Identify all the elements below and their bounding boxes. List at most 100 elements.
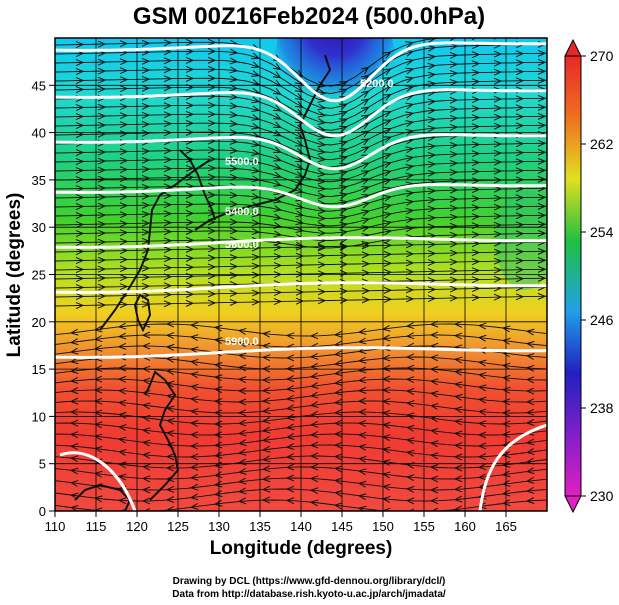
wind-arrow — [361, 251, 371, 259]
wind-arrow — [75, 230, 85, 238]
wind-arrow — [213, 471, 223, 479]
wind-arrow — [525, 340, 535, 348]
wind-arrow — [213, 451, 223, 459]
wind-arrow — [525, 419, 535, 426]
wind-arrow — [383, 76, 392, 84]
wind-arrow — [285, 433, 295, 440]
wind-arrow — [501, 325, 511, 333]
wind-arrow — [405, 250, 415, 258]
wind-arrow — [229, 66, 239, 74]
wind-arrow — [285, 332, 295, 340]
wind-arrow — [537, 202, 547, 210]
wind-arrow — [185, 47, 195, 55]
wind-arrow — [119, 76, 129, 84]
wind-arrow — [309, 332, 319, 340]
wind-arrow — [75, 275, 85, 283]
wind-arrow — [361, 287, 371, 295]
wind-arrow — [453, 406, 463, 414]
wind-arrow — [471, 267, 481, 275]
contour-label-5500: 5500.0 — [225, 156, 259, 168]
wind-arrow — [405, 268, 415, 276]
wind-arrow — [317, 140, 327, 148]
wind-arrow — [207, 164, 217, 172]
wind-arrow — [357, 337, 367, 345]
wind-arrow — [141, 192, 151, 200]
colorbar: 230 238 246 254 262 270 — [564, 38, 614, 514]
wind-arrow — [405, 207, 415, 215]
wind-arrow — [229, 111, 239, 119]
wind-arrow — [75, 41, 85, 49]
wind-arrow — [405, 241, 415, 249]
wind-arrow — [119, 121, 129, 129]
wind-arrow — [427, 107, 437, 115]
wind-arrow — [163, 300, 173, 308]
wind-arrow — [357, 386, 367, 394]
wind-arrow — [119, 211, 129, 219]
wind-arrow — [405, 353, 415, 361]
wind-arrow — [251, 228, 261, 236]
wind-arrow — [189, 442, 199, 450]
wind-arrow — [207, 272, 217, 280]
wind-arrow — [295, 218, 305, 226]
contour-label-5200: 5200.0 — [360, 78, 394, 90]
wind-arrow — [273, 113, 282, 120]
wind-arrow — [69, 492, 79, 500]
wind-arrow — [75, 284, 85, 292]
wind-arrow — [141, 246, 151, 254]
wind-arrow — [525, 408, 535, 416]
wind-arrow — [261, 342, 271, 350]
wind-arrow — [119, 40, 129, 48]
wind-arrow — [163, 255, 173, 263]
wind-arrow — [537, 94, 547, 102]
wind-arrow — [237, 429, 247, 437]
wind-arrow — [453, 464, 463, 472]
cold-trough — [275, 38, 395, 130]
wind-arrow — [317, 155, 327, 163]
wind-arrow — [207, 155, 217, 163]
wind-arrow — [493, 59, 503, 67]
wind-arrow — [429, 497, 439, 505]
wind-arrow — [97, 76, 107, 84]
wind-arrow — [93, 409, 103, 417]
wind-arrow — [317, 207, 327, 215]
wind-arrow — [383, 119, 392, 126]
wind-arrow — [213, 374, 223, 382]
wind-arrow — [449, 231, 459, 239]
wind-arrow — [117, 411, 127, 419]
wind-arrow — [383, 295, 393, 303]
height-contour-line — [55, 41, 547, 103]
wind-arrow — [405, 485, 415, 493]
wind-arrow — [97, 175, 107, 183]
wind-arrow — [493, 194, 503, 202]
wind-arrow — [405, 111, 415, 119]
wind-arrow — [317, 288, 327, 296]
wind-arrow — [237, 477, 247, 485]
wind-arrow — [361, 170, 370, 177]
wind-arrow — [449, 141, 459, 149]
wind-arrow — [449, 150, 459, 158]
wind-arrow — [383, 85, 392, 93]
wind-arrow — [75, 122, 85, 130]
wind-arrow — [360, 98, 370, 106]
wind-arrow — [229, 173, 239, 181]
wind-arrow — [361, 296, 371, 304]
wind-arrow — [97, 202, 107, 210]
wind-arrow — [295, 297, 305, 305]
wind-arrow — [97, 238, 107, 246]
wind-arrow — [141, 475, 151, 483]
wind-arrow — [251, 122, 261, 130]
wind-arrow — [295, 132, 304, 139]
wind-arrow — [383, 161, 393, 169]
wind-arrow — [471, 168, 481, 176]
x-tick-label: 120 — [126, 519, 148, 534]
wind-arrow — [93, 507, 103, 511]
wind-arrow — [69, 408, 79, 416]
wind-arrow — [119, 193, 129, 201]
wind-arrow — [453, 381, 463, 389]
wind-arrow — [97, 40, 107, 48]
wind-arrow — [163, 156, 173, 164]
wind-arrow — [493, 158, 503, 166]
wind-arrow — [453, 485, 463, 493]
wind-arrow — [471, 78, 481, 86]
wind-arrow — [317, 222, 327, 229]
